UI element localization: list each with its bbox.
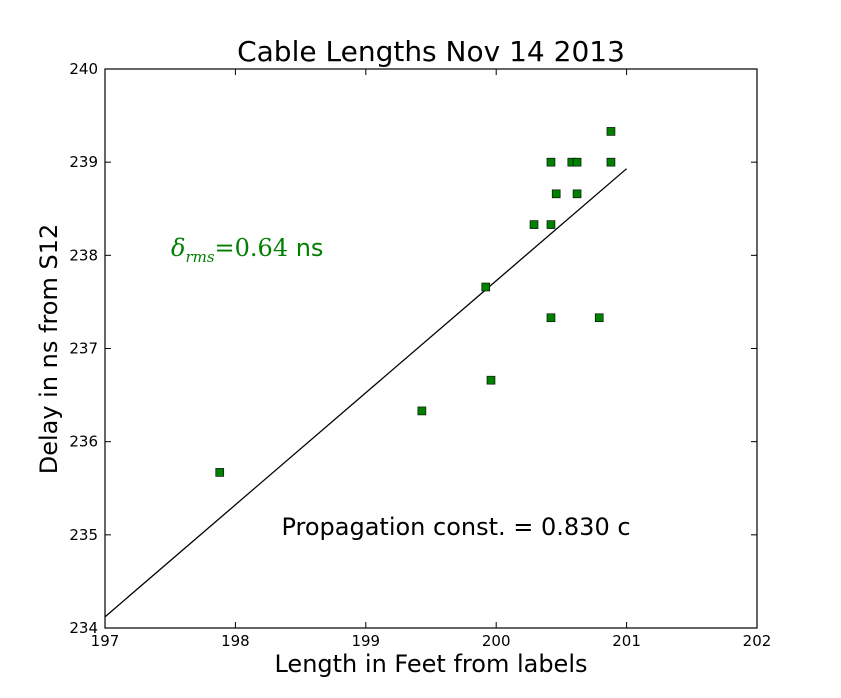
data-point <box>529 220 539 229</box>
data-point <box>551 189 561 199</box>
y-tick-label: 240 <box>69 60 98 78</box>
data-point <box>594 313 604 323</box>
rms-subscript: rms <box>185 248 214 266</box>
rms-annotation: δrms=0.64 ns <box>171 234 323 266</box>
x-tick-label: 202 <box>743 632 772 650</box>
data-point <box>606 157 616 167</box>
y-tick-label: 234 <box>69 619 98 637</box>
y-tick-label: 239 <box>69 153 98 171</box>
data-point <box>546 313 556 323</box>
data-point <box>546 157 556 167</box>
x-tick-label: 198 <box>221 632 250 650</box>
x-axis-label: Length in Feet from labels <box>274 650 587 678</box>
fit-line <box>104 168 628 618</box>
y-tick-label: 236 <box>69 433 98 451</box>
rms-symbol: δ <box>171 234 185 262</box>
data-point <box>215 468 225 477</box>
rms-value: =0.64 <box>215 234 289 262</box>
y-tick-label: 238 <box>69 246 98 264</box>
chart-title: Cable Lengths Nov 14 2013 <box>237 35 625 68</box>
y-axis-label: Delay in ns from S12 <box>35 224 63 475</box>
data-point <box>572 157 582 167</box>
axes-frame <box>104 68 758 629</box>
y-tick-label: 235 <box>69 526 98 544</box>
x-tick-label: 201 <box>612 632 641 650</box>
rms-unit: ns <box>288 234 323 262</box>
data-point <box>481 282 491 292</box>
data-point <box>486 375 496 385</box>
x-tick-label: 199 <box>351 632 380 650</box>
propagation-annotation: Propagation const. = 0.830 c <box>281 513 630 541</box>
x-tick-label: 197 <box>91 632 120 650</box>
data-point <box>606 127 616 136</box>
plot-area: 197 198 199 200 201 202 234 235 236 237 238 239 240 <box>69 60 771 650</box>
y-tick-label: 237 <box>69 340 98 358</box>
data-point <box>417 406 427 416</box>
data-point <box>546 220 556 229</box>
data-point <box>572 189 582 199</box>
x-tick-label: 200 <box>482 632 511 650</box>
